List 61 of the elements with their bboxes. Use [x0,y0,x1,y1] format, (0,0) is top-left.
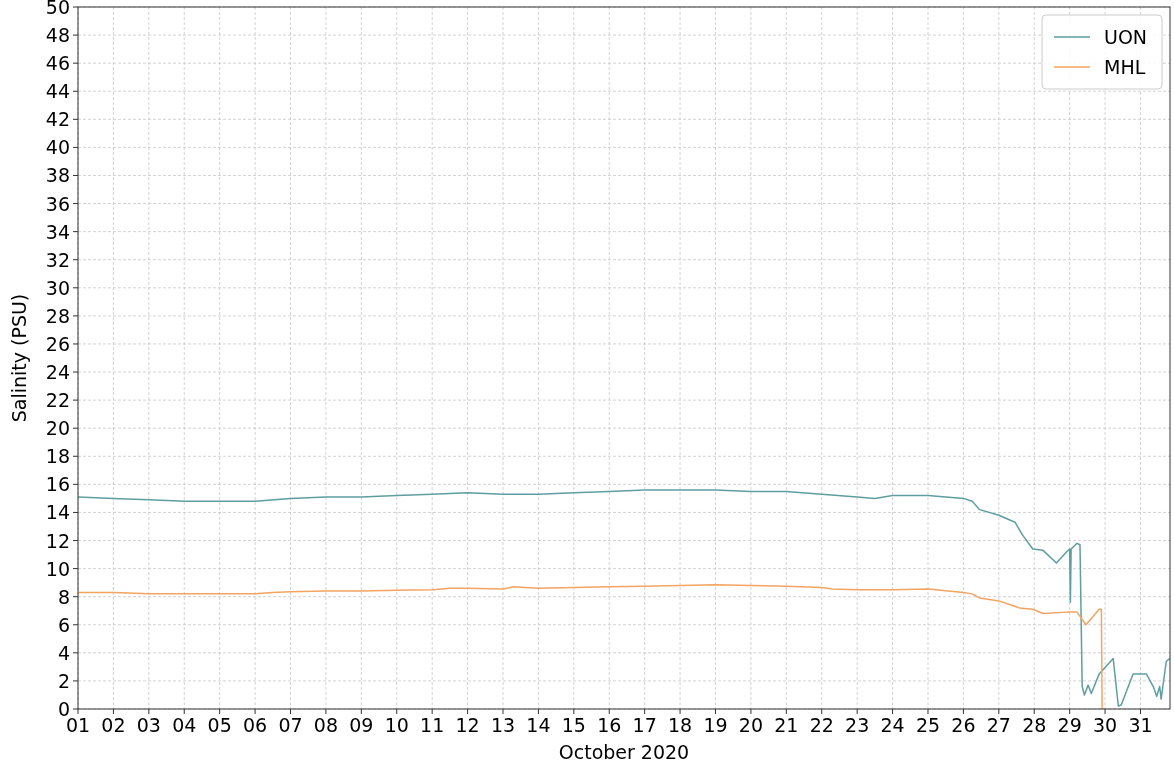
x-tick-label: 11 [420,714,445,736]
x-tick-label: 24 [880,714,905,736]
x-tick-label: 16 [597,714,622,736]
y-tick-label: 36 [45,192,70,215]
y-tick-label: 18 [45,445,70,468]
x-tick-label: 18 [667,714,693,736]
y-tick-label: 30 [45,276,70,299]
x-tick-label: 17 [632,714,657,736]
x-tick-label: 27 [986,714,1011,736]
x-tick-label: 14 [526,714,551,736]
x-axis-title: October 2020 [558,741,690,763]
x-tick-label: 29 [1057,714,1082,736]
y-tick-label: 42 [45,108,70,131]
y-tick-label: 16 [45,473,70,496]
x-tick-label: 15 [561,714,586,736]
x-tick-label: 05 [207,714,232,736]
x-tick-label: 10 [384,714,409,736]
y-tick-label: 22 [45,389,70,412]
y-tick-label: 28 [45,304,70,327]
x-tick-label: 21 [774,714,799,736]
y-tick-label: 10 [45,557,70,580]
x-tick-label: 12 [455,714,480,736]
x-tick-label: 07 [278,714,303,736]
x-tick-label: 20 [738,714,763,736]
y-tick-label: 6 [57,613,70,636]
y-tick-label: 44 [45,80,70,103]
x-tick-label: 08 [313,714,339,736]
y-tick-label: 2 [57,669,70,692]
y-tick-label: 20 [45,417,70,440]
y-tick-label: 4 [57,641,70,664]
x-tick-label: 25 [915,714,941,736]
legend-label: MHL [1104,56,1146,78]
x-tick-label: 31 [1128,714,1153,736]
x-tick-label: 26 [951,714,976,736]
x-tick-label: 09 [349,714,374,736]
y-tick-label: 12 [45,529,70,552]
y-tick-label: 46 [45,52,70,75]
line-series [77,584,1103,710]
y-axis-title: Salinity (PSU) [8,293,30,423]
y-tick-label: 32 [45,248,70,271]
y-tick-label: 14 [45,501,70,524]
x-tick-label: 06 [242,714,268,736]
x-tick-label: 23 [845,714,870,736]
x-tick-label: 30 [1092,714,1118,736]
x-tick-label: 03 [136,714,161,736]
x-tick-label: 28 [1022,714,1047,736]
x-tick-label: 19 [703,714,728,736]
y-tick-label: 24 [45,361,70,384]
y-tick-label: 0 [57,698,70,720]
y-tick-label: 50 [45,0,70,18]
y-tick-label: 40 [45,136,70,159]
x-tick-label: 02 [101,714,126,736]
y-tick-label: 8 [57,585,70,608]
y-tick-label: 34 [45,220,70,243]
y-tick-label: 38 [45,164,70,187]
x-tick-label: 13 [490,714,516,736]
x-tick-label: 04 [172,714,197,736]
x-tick-label: 22 [809,714,834,736]
y-tick-label: 48 [45,24,70,47]
legend-label: UON [1104,26,1148,48]
y-tick-label: 26 [45,332,70,355]
